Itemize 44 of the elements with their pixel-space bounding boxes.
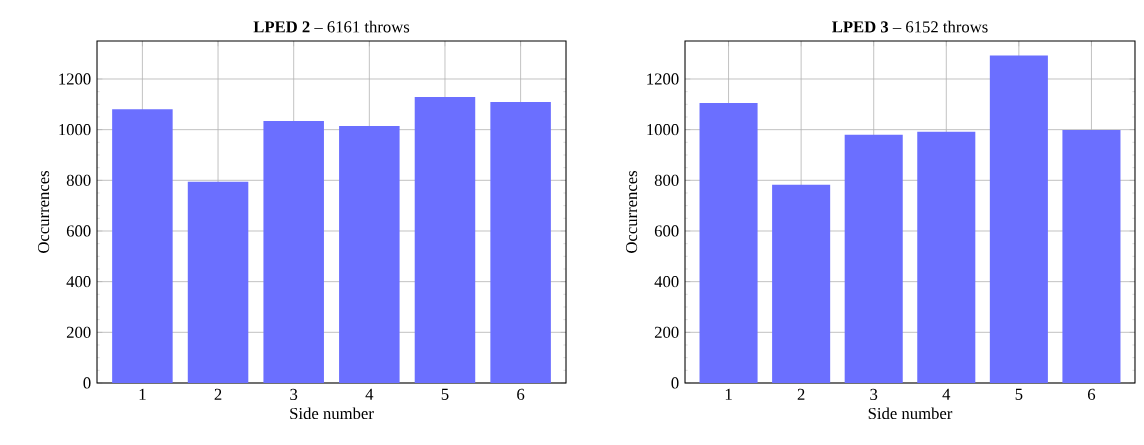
y-tick-label: 600 bbox=[654, 225, 679, 237]
bar bbox=[917, 131, 976, 383]
y-axis-title: Occurrences bbox=[625, 170, 638, 253]
y-tick-label: 600 bbox=[66, 225, 91, 237]
bar bbox=[1062, 129, 1121, 383]
x-tick-label: 2 bbox=[797, 388, 805, 400]
x-tick-label: 6 bbox=[517, 388, 525, 401]
y-tick-label: 800 bbox=[66, 174, 91, 186]
bar bbox=[490, 102, 551, 383]
chart-title: LPED 3 – 6152 throws bbox=[832, 20, 988, 33]
bar bbox=[112, 109, 173, 383]
y-tick-label: 400 bbox=[66, 276, 91, 288]
bar bbox=[187, 181, 249, 383]
y-tick-label: 1000 bbox=[59, 124, 91, 136]
x-tick-label: 5 bbox=[1015, 388, 1023, 400]
y-tick-label: 0 bbox=[671, 377, 679, 389]
y-tick-label: 1200 bbox=[647, 73, 679, 85]
y-axis-title: Occurrences bbox=[37, 170, 50, 253]
x-tick-label: 2 bbox=[214, 388, 222, 400]
x-tick-label: 1 bbox=[725, 388, 732, 400]
x-tick-label: 5 bbox=[441, 388, 449, 400]
bar bbox=[263, 121, 324, 383]
x-tick-label: 3 bbox=[870, 388, 878, 401]
x-axis-title: Side number bbox=[868, 407, 953, 420]
y-tick-label: 200 bbox=[66, 326, 91, 338]
y-tick-label: 200 bbox=[654, 326, 679, 338]
chart-title: LPED 2 – 6161 throws bbox=[253, 20, 410, 33]
y-tick-label: 1200 bbox=[59, 73, 91, 85]
bar bbox=[414, 96, 476, 383]
bar bbox=[339, 126, 400, 383]
x-tick-label: 1 bbox=[139, 388, 146, 400]
y-tick-label: 800 bbox=[654, 174, 679, 186]
x-axis-title: Side number bbox=[290, 407, 374, 420]
bar bbox=[772, 184, 831, 383]
y-tick-label: 400 bbox=[654, 276, 679, 288]
bar bbox=[844, 134, 903, 383]
y-tick-label: 1000 bbox=[647, 124, 679, 136]
x-tick-label: 4 bbox=[942, 388, 951, 400]
bar bbox=[699, 103, 758, 383]
y-tick-label: 0 bbox=[83, 377, 91, 389]
x-tick-label: 3 bbox=[290, 388, 298, 401]
x-tick-label: 4 bbox=[365, 388, 374, 400]
bar bbox=[989, 55, 1048, 383]
x-tick-label: 6 bbox=[1087, 388, 1096, 401]
